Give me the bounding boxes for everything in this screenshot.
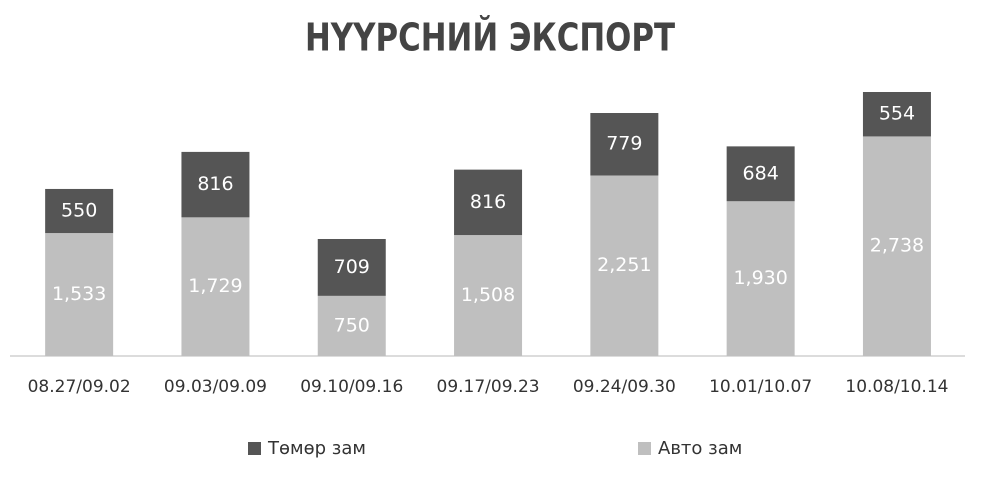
data-label: 1,930 <box>733 267 787 289</box>
legend-label: Авто зам <box>658 438 742 459</box>
chart-title: НҮҮРСНИЙ ЭКСПОРТ <box>305 16 675 60</box>
bar-segment <box>726 146 795 202</box>
legend-label: Төмөр зам <box>267 438 366 459</box>
bar-segment <box>590 175 659 356</box>
bar-segment <box>45 188 114 234</box>
x-tick-label: 10.01/10.07 <box>709 377 812 397</box>
bar-segment <box>454 169 523 236</box>
data-label: 1,508 <box>461 284 515 306</box>
bar-segment <box>726 201 795 356</box>
data-label: 2,251 <box>597 254 651 276</box>
data-label: 709 <box>334 256 370 278</box>
bar-segment <box>317 295 386 356</box>
data-label: 2,738 <box>870 235 924 257</box>
data-label: 750 <box>334 314 370 336</box>
x-tick-label: 09.10/09.16 <box>300 377 403 397</box>
x-tick-label: 10.08/10.14 <box>845 377 948 397</box>
data-label: 779 <box>606 133 642 155</box>
data-label: 816 <box>197 173 233 195</box>
legend-swatch <box>248 442 261 455</box>
data-label: 684 <box>743 162 779 184</box>
bar-segment <box>181 217 250 356</box>
bar-segment <box>454 235 523 356</box>
data-label: 1,533 <box>52 283 106 305</box>
data-label: 1,729 <box>188 275 242 297</box>
bar-segment <box>862 136 931 356</box>
bar-segment <box>181 151 250 218</box>
bar-segment <box>862 92 931 137</box>
x-tick-label: 08.27/09.02 <box>28 377 131 397</box>
bar-segment <box>317 238 386 296</box>
data-label: 554 <box>879 103 915 125</box>
x-tick-label: 09.03/09.09 <box>164 377 267 397</box>
bar-segment <box>45 233 114 356</box>
data-label: 550 <box>61 200 97 222</box>
bar-segment <box>590 113 659 176</box>
legend-swatch <box>638 442 651 455</box>
x-tick-label: 09.24/09.30 <box>573 377 676 397</box>
data-label: 816 <box>470 191 506 213</box>
x-tick-label: 09.17/09.23 <box>437 377 540 397</box>
